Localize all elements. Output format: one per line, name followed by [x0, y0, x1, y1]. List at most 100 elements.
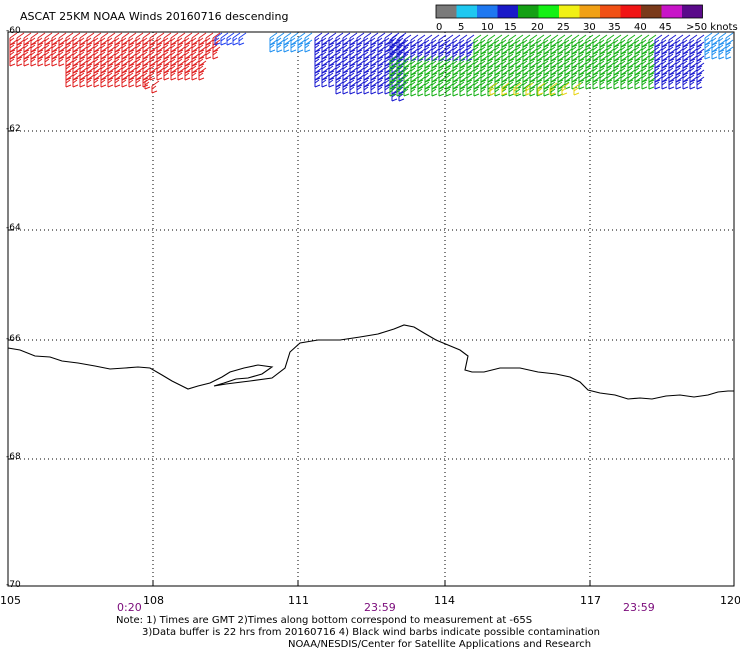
wind-barb	[410, 62, 419, 76]
wind-barb	[86, 32, 95, 46]
wind-barb	[718, 39, 727, 53]
wind-barb	[661, 76, 670, 90]
wind-barb	[177, 46, 186, 60]
wind-barb	[107, 74, 116, 88]
wind-barb	[675, 76, 684, 90]
wind-barb	[23, 46, 32, 60]
wind-barb	[410, 76, 419, 90]
wind-barb	[536, 41, 545, 55]
wind-barb	[269, 32, 278, 46]
wind-barb	[86, 74, 95, 88]
wind-barb	[675, 41, 684, 55]
wind-barb	[151, 80, 160, 94]
wind-barb	[314, 74, 323, 88]
legend-label: 0	[436, 22, 442, 33]
wind-barb	[641, 34, 650, 48]
wind-barb	[86, 53, 95, 67]
wind-barb	[44, 39, 53, 53]
wind-barb	[480, 76, 489, 90]
wind-barb	[79, 39, 88, 53]
wind-barb	[170, 46, 179, 60]
wind-barb	[403, 69, 412, 83]
wind-barb	[396, 34, 405, 48]
legend-swatch	[497, 5, 518, 18]
wind-barb	[606, 41, 615, 55]
wind-barb	[191, 32, 200, 46]
wind-barb	[370, 81, 379, 95]
wind-barb	[641, 76, 650, 90]
wind-barb	[473, 83, 482, 97]
wind-barb	[704, 32, 713, 46]
wind-barb	[627, 62, 636, 76]
wind-barb	[501, 48, 510, 62]
wind-barb	[718, 32, 727, 46]
wind-barb	[557, 62, 566, 76]
wind-barb	[543, 34, 552, 48]
wind-barb	[342, 67, 351, 81]
wind-barb	[654, 55, 663, 69]
wind-barb	[459, 48, 468, 62]
wind-barb	[725, 46, 734, 60]
wind-barb	[452, 55, 461, 69]
wind-barb	[661, 62, 670, 76]
wind-barb	[529, 41, 538, 55]
wind-barb	[494, 34, 503, 48]
wind-barb	[515, 62, 524, 76]
legend-label: 15	[504, 22, 517, 33]
wind-barb	[417, 76, 426, 90]
wind-barb	[578, 48, 587, 62]
wind-barb	[648, 55, 657, 69]
wind-barb	[585, 76, 594, 90]
wind-barb	[592, 55, 601, 69]
wind-barb	[403, 55, 412, 69]
wind-barb	[627, 55, 636, 69]
wind-barb	[627, 69, 636, 83]
legend-swatch	[682, 5, 703, 18]
wind-barb	[384, 74, 393, 88]
wind-barb	[536, 76, 545, 90]
wind-barb	[696, 76, 705, 90]
wind-barb	[142, 32, 151, 46]
wind-barb	[417, 69, 426, 83]
wind-barb	[578, 76, 587, 90]
wind-barb	[86, 39, 95, 53]
wind-barb	[592, 69, 601, 83]
wind-barb	[356, 67, 365, 81]
wind-barb	[536, 69, 545, 83]
wind-barb	[438, 69, 447, 83]
wind-barb	[58, 32, 67, 46]
wind-barb	[431, 48, 440, 62]
wind-barb	[543, 55, 552, 69]
wind-barb	[321, 53, 330, 67]
wind-barb	[487, 55, 496, 69]
wind-barb	[543, 69, 552, 83]
wind-barb	[51, 53, 60, 67]
wind-barb	[363, 46, 372, 60]
wind-barb	[335, 32, 344, 46]
wind-barb	[304, 32, 313, 46]
wind-barb	[135, 53, 144, 67]
wind-barb	[93, 32, 102, 46]
wind-barb	[356, 74, 365, 88]
wind-barb	[135, 39, 144, 53]
wind-barb	[525, 82, 534, 96]
wind-barb	[508, 76, 517, 90]
wind-barb	[564, 69, 573, 83]
wind-barb	[283, 39, 292, 53]
wind-barb	[585, 48, 594, 62]
wind-barb	[335, 74, 344, 88]
wind-barb	[641, 48, 650, 62]
wind-barb	[37, 39, 46, 53]
wind-barb	[184, 60, 193, 74]
wind-barb	[135, 74, 144, 88]
wind-barb	[550, 83, 559, 97]
wind-barb	[682, 48, 691, 62]
wind-barb	[536, 62, 545, 76]
wind-barb	[424, 62, 433, 76]
wind-barb	[564, 48, 573, 62]
wind-barb	[156, 53, 165, 67]
wind-barb	[494, 76, 503, 90]
wind-barb	[424, 55, 433, 69]
wind-barb	[564, 34, 573, 48]
wind-barb	[170, 67, 179, 81]
